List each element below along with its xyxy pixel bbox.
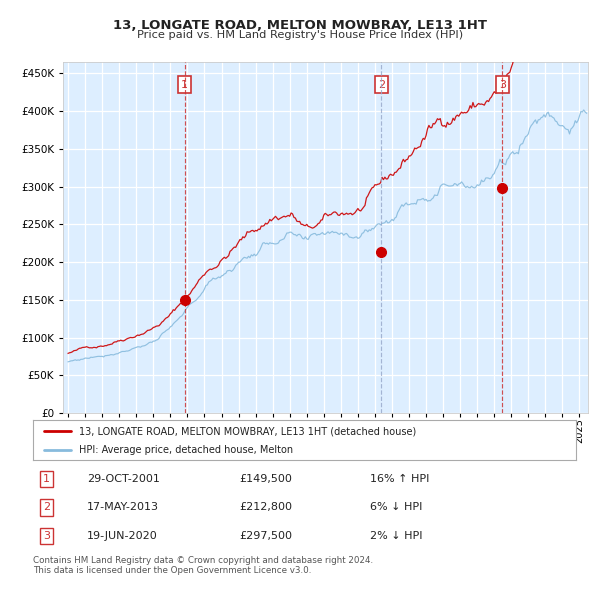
Text: 2: 2: [43, 503, 50, 512]
Text: 3: 3: [43, 531, 50, 540]
Text: 13, LONGATE ROAD, MELTON MOWBRAY, LE13 1HT: 13, LONGATE ROAD, MELTON MOWBRAY, LE13 1…: [113, 19, 487, 32]
Text: £212,800: £212,800: [239, 503, 292, 512]
Text: 13, LONGATE ROAD, MELTON MOWBRAY, LE13 1HT (detached house): 13, LONGATE ROAD, MELTON MOWBRAY, LE13 1…: [79, 427, 416, 437]
Text: 29-OCT-2001: 29-OCT-2001: [88, 474, 160, 484]
Text: 19-JUN-2020: 19-JUN-2020: [88, 531, 158, 540]
Text: 3: 3: [499, 80, 506, 90]
Text: 17-MAY-2013: 17-MAY-2013: [88, 503, 160, 512]
Text: £297,500: £297,500: [239, 531, 292, 540]
Text: Price paid vs. HM Land Registry's House Price Index (HPI): Price paid vs. HM Land Registry's House …: [137, 30, 463, 40]
Text: 1: 1: [43, 474, 50, 484]
Text: HPI: Average price, detached house, Melton: HPI: Average price, detached house, Melt…: [79, 445, 293, 455]
Text: 1: 1: [181, 80, 188, 90]
Text: Contains HM Land Registry data © Crown copyright and database right 2024.
This d: Contains HM Land Registry data © Crown c…: [33, 556, 373, 575]
Text: 16% ↑ HPI: 16% ↑ HPI: [370, 474, 429, 484]
Text: 2% ↓ HPI: 2% ↓ HPI: [370, 531, 422, 540]
Text: £149,500: £149,500: [239, 474, 292, 484]
Text: 6% ↓ HPI: 6% ↓ HPI: [370, 503, 422, 512]
Text: 2: 2: [377, 80, 385, 90]
